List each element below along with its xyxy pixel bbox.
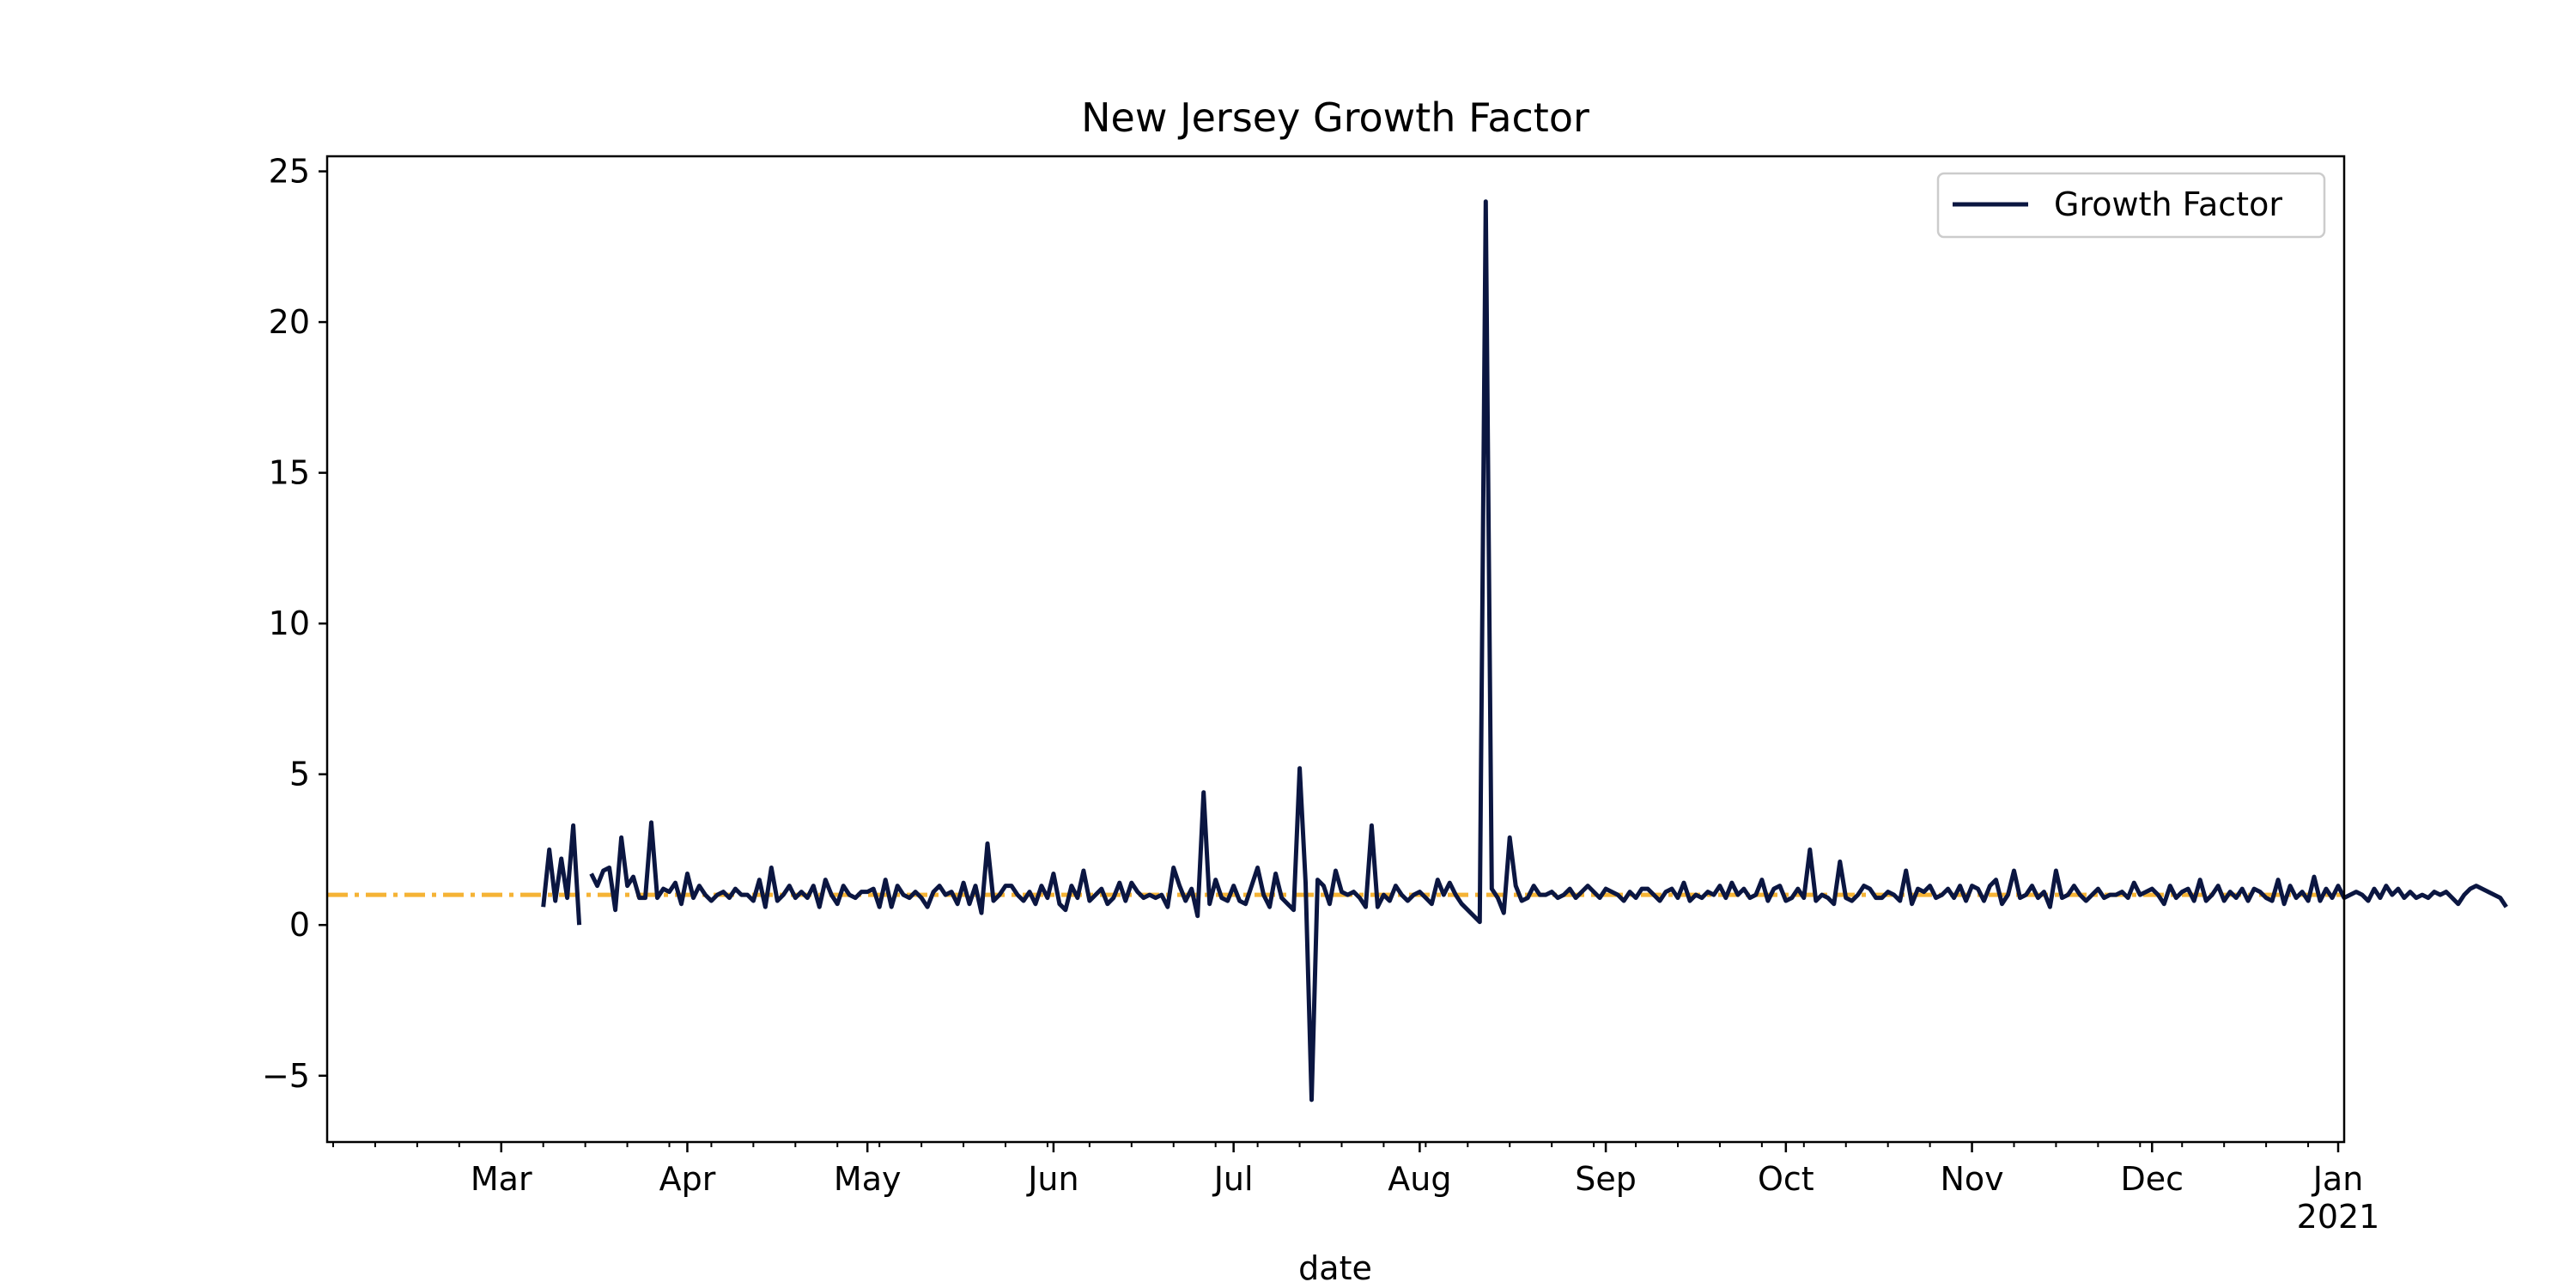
y-tick-label: −5: [262, 1057, 310, 1095]
x-tick-sublabel: 2021: [2297, 1198, 2380, 1236]
plot-frame: [325, 155, 2346, 1144]
y-tick-label: 10: [269, 605, 310, 642]
x-tick-label: Aug: [1388, 1160, 1451, 1198]
x-tick-label: Sep: [1575, 1160, 1637, 1198]
x-tick-label: Mar: [471, 1160, 532, 1198]
x-tick-label: Dec: [2121, 1160, 2184, 1198]
plot-area: [327, 156, 2344, 1142]
y-tick-label: 20: [269, 303, 310, 341]
legend-label-growth-factor: Growth Factor: [2054, 185, 2282, 223]
legend: Growth Factor: [1936, 172, 2326, 239]
x-tick-label: Apr: [659, 1160, 716, 1198]
x-tick-label: Oct: [1758, 1160, 1814, 1198]
y-tick-label: 0: [289, 906, 310, 944]
y-tick-label: 5: [289, 756, 310, 793]
x-tick-label: Jul: [1212, 1160, 1254, 1198]
chart-title: New Jersey Growth Factor: [1081, 94, 1589, 141]
x-tick-label: May: [834, 1160, 902, 1198]
legend-box: [1936, 172, 2326, 239]
x-axis-label: date: [1298, 1249, 1372, 1287]
x-tick-label: Jan: [2312, 1160, 2364, 1198]
series-line-growth-factor: [541, 199, 2508, 1103]
y-tick-label: 15: [269, 454, 310, 492]
x-tick-label: Jun: [1026, 1160, 1078, 1198]
y-tick-label: 25: [269, 153, 310, 191]
x-tick-label: Nov: [1940, 1160, 2003, 1198]
